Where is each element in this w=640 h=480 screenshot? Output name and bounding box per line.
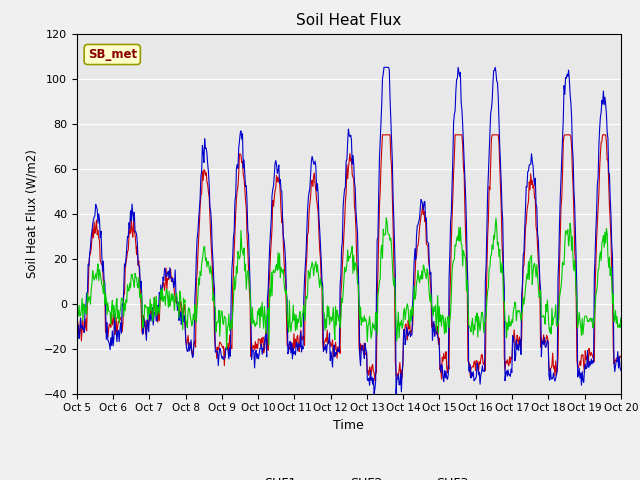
SHF3 [433,328,440,334]
SHF1 [83,328,90,334]
SHF1 [379,132,387,138]
X-axis label: Time: Time [333,419,364,432]
Y-axis label: Soil Heat Flux (W/m2): Soil Heat Flux (W/m2) [25,149,38,278]
SHF2 [371,391,378,396]
Line: SHF1: SHF1 [77,135,621,381]
Text: SB_met: SB_met [88,48,137,61]
SHF1 [417,218,424,224]
SHF3 [139,325,147,331]
SHF2 [83,290,90,296]
SHF2 [73,322,81,328]
SHF1 [139,331,147,337]
SHF2 [617,368,625,373]
SHF1 [433,331,440,337]
SHF3 [223,325,231,331]
SHF2 [380,64,388,70]
SHF3 [383,215,390,221]
Line: SHF2: SHF2 [77,67,621,394]
Line: SHF3: SHF3 [77,218,621,349]
SHF3 [83,311,90,317]
SHF3 [417,273,424,279]
Legend: SHF1, SHF2, SHF3: SHF1, SHF2, SHF3 [224,472,474,480]
SHF1 [73,330,81,336]
SHF3 [73,322,81,327]
SHF3 [617,315,625,321]
SHF1 [194,252,202,258]
SHF2 [194,229,202,235]
SHF2 [223,344,230,350]
SHF1 [223,347,230,352]
SHF1 [371,378,379,384]
SHF1 [617,354,625,360]
SHF2 [139,331,147,337]
Title: Soil Heat Flux: Soil Heat Flux [296,13,401,28]
SHF2 [433,323,440,328]
SHF3 [194,294,202,300]
SHF2 [417,205,424,211]
SHF3 [223,346,230,352]
